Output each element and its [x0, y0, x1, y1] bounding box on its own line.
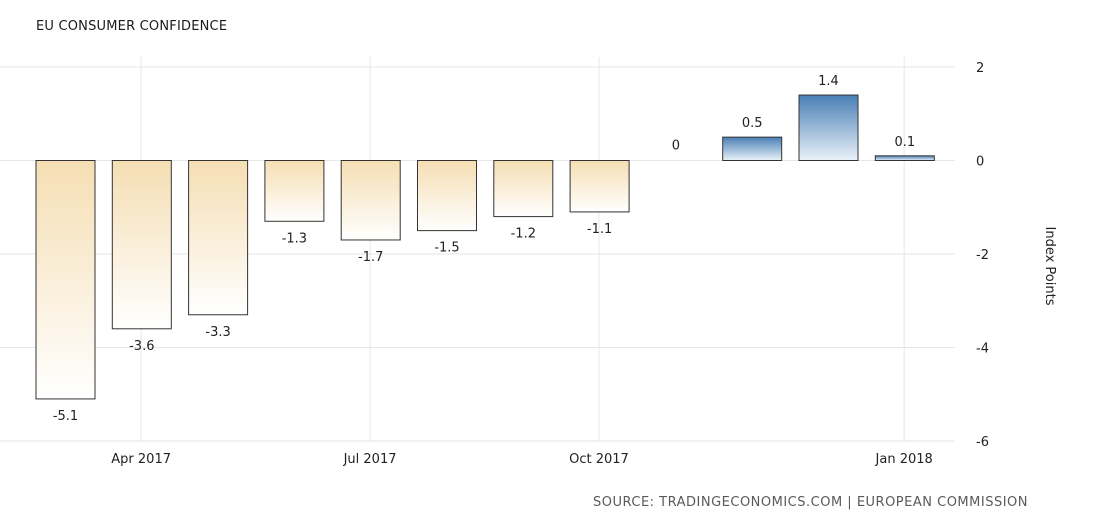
data-label: -3.3	[205, 325, 230, 340]
bar	[35, 160, 96, 400]
y-tick-label: 0	[976, 155, 984, 170]
bar	[264, 160, 325, 222]
bar	[188, 160, 249, 316]
chart-source: SOURCE: TRADINGECONOMICS.COM | EUROPEAN …	[592, 495, 1028, 510]
x-tick-label: Jul 2017	[343, 452, 397, 467]
y-tick-label: -2	[976, 248, 989, 263]
x-tick-label: Oct 2017	[569, 452, 629, 467]
bar	[417, 160, 477, 232]
bar	[874, 155, 935, 161]
x-tick-label: Jan 2018	[875, 452, 933, 467]
data-label: -3.6	[129, 339, 154, 354]
data-label: -1.2	[511, 227, 536, 242]
data-label: -1.1	[587, 222, 612, 237]
data-label: 1.4	[818, 74, 839, 89]
data-label: 0	[672, 139, 680, 154]
data-label: -1.7	[358, 250, 383, 265]
y-tick-label: -4	[976, 342, 989, 357]
y-axis-label: Index Points	[1042, 227, 1057, 306]
bar	[798, 94, 859, 161]
bar	[111, 160, 172, 330]
data-label: 0.5	[742, 116, 763, 131]
y-tick-label: -6	[976, 435, 989, 450]
data-label: -5.1	[53, 409, 78, 424]
data-label: -1.5	[434, 241, 459, 256]
x-tick-label: Apr 2017	[111, 452, 171, 467]
bar	[340, 160, 401, 241]
chart-title: EU CONSUMER CONFIDENCE	[36, 19, 228, 34]
data-label: -1.3	[282, 231, 307, 246]
bar	[493, 160, 554, 218]
bar	[569, 160, 630, 213]
data-label: 0.1	[894, 135, 915, 150]
bar	[722, 136, 783, 161]
y-tick-label: 2	[976, 61, 984, 76]
